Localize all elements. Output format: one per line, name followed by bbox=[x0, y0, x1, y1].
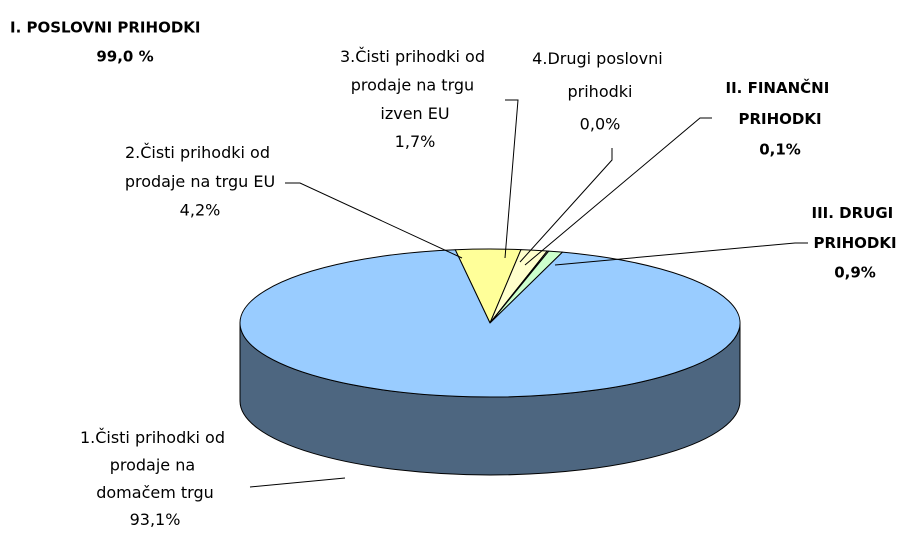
annotation: 99,0 % bbox=[96, 48, 153, 66]
value-label: 4,2% bbox=[180, 201, 221, 220]
leader-line bbox=[554, 242, 808, 266]
leader-line bbox=[524, 117, 712, 266]
annotation: I. POSLOVNI PRIHODKI bbox=[10, 19, 200, 37]
pie-slice bbox=[239, 249, 741, 398]
slice-label: III. DRUGI PRIHODKI bbox=[812, 204, 899, 252]
leader-line bbox=[504, 99, 519, 259]
slice-label: 3.Čisti prihodki od prodaje na trgu izve… bbox=[340, 47, 490, 123]
value-label: 1,7% bbox=[395, 132, 436, 151]
value-label: 0,1% bbox=[759, 141, 801, 159]
leader-line bbox=[285, 182, 463, 259]
slice-label: 4.Drugi poslovni prihodki bbox=[532, 49, 668, 101]
value-label: 0,9% bbox=[834, 264, 876, 282]
slice-label: II. FINANČNI PRIHODKI bbox=[726, 78, 835, 128]
value-label: 0,0% bbox=[580, 115, 621, 134]
value-label: 93,1% bbox=[130, 510, 181, 529]
leader-lines bbox=[249, 99, 808, 488]
slice-label: 2.Čisti prihodki od prodaje na trgu EU bbox=[125, 143, 275, 191]
leader-line bbox=[519, 148, 613, 263]
leader-line bbox=[249, 477, 346, 488]
slice-label: 1.Čisti prihodki od prodaje na domačem t… bbox=[80, 428, 230, 502]
